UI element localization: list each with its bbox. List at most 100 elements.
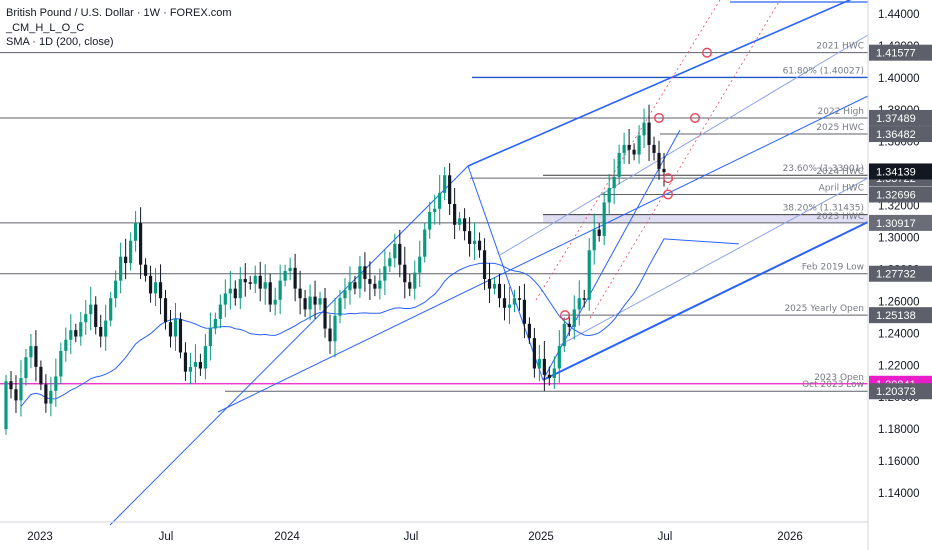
candle-body xyxy=(348,282,352,291)
candle-body xyxy=(532,338,536,369)
candle-body xyxy=(84,314,88,323)
candle-body xyxy=(238,279,242,299)
price-tag-bg xyxy=(869,307,932,324)
candle-body xyxy=(507,304,512,308)
candle-body xyxy=(657,152,661,169)
candle-body xyxy=(89,304,93,315)
candle-body xyxy=(248,282,252,284)
level-label: 2023 HWC xyxy=(816,212,864,222)
channel-line xyxy=(535,0,721,301)
price-tick-label: 1.32000 xyxy=(878,201,920,213)
candle-body xyxy=(512,298,517,305)
candle-body xyxy=(173,318,178,337)
candle-body xyxy=(44,384,48,404)
candle-body xyxy=(373,283,377,289)
candle-body xyxy=(39,366,43,385)
price-tag: 1.30917 xyxy=(876,218,916,230)
candle-body xyxy=(497,283,502,299)
candle-body xyxy=(178,318,183,353)
candle-body xyxy=(9,381,13,390)
candle-body xyxy=(333,315,337,342)
price-tick-label: 1.18000 xyxy=(878,424,920,436)
candle-body xyxy=(587,250,591,300)
candle-body xyxy=(153,282,158,294)
candle-body xyxy=(258,275,262,289)
candle-body xyxy=(208,328,212,347)
candle-body xyxy=(193,362,198,367)
price-tick-label: 1.26000 xyxy=(878,296,920,308)
candle-body xyxy=(34,346,38,367)
candle-body xyxy=(298,288,302,299)
candle-body xyxy=(567,323,571,327)
candle-body xyxy=(124,256,128,264)
candle-body xyxy=(632,149,636,155)
candle-body xyxy=(74,330,78,337)
circle-marker xyxy=(560,310,571,321)
candle-body xyxy=(218,304,222,319)
candle-body xyxy=(303,298,307,310)
candle-body xyxy=(228,288,232,294)
candle-body xyxy=(343,290,347,299)
candle-body xyxy=(487,279,492,289)
level-label: 38.20% (1.44753) xyxy=(783,0,864,1)
candle-body xyxy=(472,240,477,244)
price-tick-label: 1.30000 xyxy=(878,233,920,245)
price-axis[interactable]: 1.440001.420001.400001.380001.360001.340… xyxy=(867,0,932,550)
candle-body xyxy=(308,296,312,310)
candle-body xyxy=(59,350,63,377)
candle-body xyxy=(168,322,173,337)
candle-body xyxy=(572,309,576,327)
candle-body xyxy=(138,223,143,265)
time-tick-label: Jul xyxy=(159,531,174,543)
candle-body xyxy=(313,296,317,305)
sma-line xyxy=(20,238,739,407)
candle-body xyxy=(233,288,237,299)
candle-body xyxy=(278,280,282,300)
sma-path xyxy=(20,238,739,407)
channel-line xyxy=(542,221,869,381)
candle-body xyxy=(443,175,447,193)
candle-body xyxy=(104,320,108,337)
candle-body xyxy=(642,122,646,136)
candle-body xyxy=(428,211,432,230)
candle-body xyxy=(517,298,522,300)
candle-body xyxy=(542,358,546,375)
candle-body xyxy=(54,376,58,391)
candle-body xyxy=(19,378,23,401)
time-tick-label: 2025 xyxy=(528,531,554,543)
time-tick-label: 2024 xyxy=(274,531,300,543)
candle-body xyxy=(383,266,387,281)
time-axis[interactable]: 2023 Jul 2024 Jul 2025 Jul 2026 xyxy=(0,521,868,543)
candle-body xyxy=(522,299,527,324)
candle-body xyxy=(403,264,407,283)
candle-body xyxy=(29,346,33,358)
chart-legend: British Pound / U.S. Dollar · 1W · FOREX… xyxy=(6,6,232,50)
candle-body xyxy=(647,122,651,145)
channel-line xyxy=(559,177,869,346)
candle-body xyxy=(4,381,8,430)
candle-body xyxy=(393,243,397,259)
price-tag-bg xyxy=(869,109,932,126)
price-tag: 1.27732 xyxy=(876,269,916,281)
price-tag: 1.32696 xyxy=(876,189,916,201)
candle-body xyxy=(458,218,462,225)
candle-body xyxy=(268,282,272,305)
time-tick-label: Jul xyxy=(404,531,419,543)
candle-body xyxy=(318,298,322,305)
price-tag-bg xyxy=(869,383,932,400)
candle-body xyxy=(622,144,626,153)
channel-line xyxy=(589,0,781,319)
level-label: 2025 Yearly Open xyxy=(784,304,864,314)
candle-body xyxy=(253,275,257,284)
candle-body xyxy=(398,243,402,265)
candle-body xyxy=(467,231,472,244)
time-tick-label: 2026 xyxy=(777,531,803,543)
candle-body xyxy=(577,298,581,310)
price-tag-bg xyxy=(869,265,932,282)
candle-body xyxy=(99,326,103,337)
candle-body xyxy=(662,168,666,173)
candle-body xyxy=(14,389,18,401)
candle-body xyxy=(388,258,392,267)
